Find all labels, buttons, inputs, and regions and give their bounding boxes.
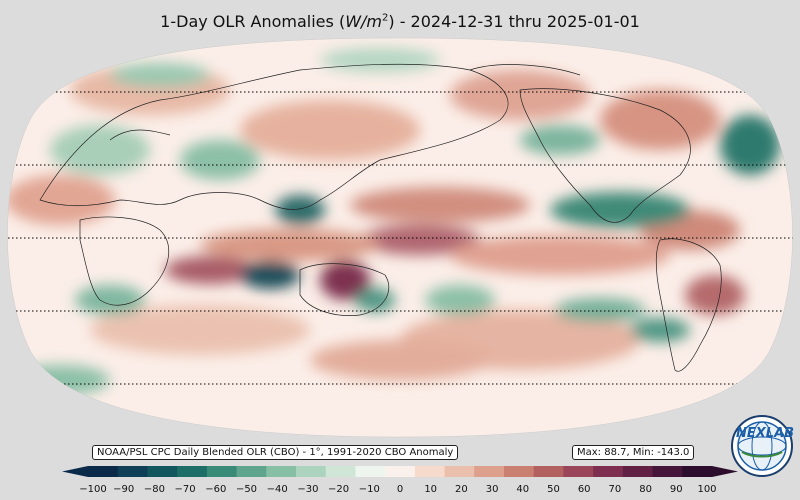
max-min-stats-label: Max: 88.7, Min: -143.0 — [572, 445, 695, 460]
colorbar-segment — [414, 466, 446, 477]
colorbar-tick-label: −70 — [174, 484, 196, 495]
colorbar-segment — [266, 466, 297, 477]
latitude-lines — [7, 91, 793, 385]
colorbar-tick-label: 30 — [485, 484, 499, 495]
map-title: 1-Day OLR Anomalies (W/m2) - 2024-12-31 … — [160, 12, 640, 31]
colorbar-tick-label: 20 — [455, 484, 468, 495]
colorbar-segment — [325, 466, 356, 477]
colorbar-tick-label: 50 — [547, 484, 560, 495]
colorbar-tick-label: 70 — [608, 484, 622, 495]
colorbar-left-extend — [62, 466, 88, 477]
colorbar-segment — [504, 466, 535, 477]
colorbar-segment — [385, 466, 416, 477]
colorbar-segment — [444, 466, 475, 477]
colorbar — [62, 466, 738, 477]
colorbar-segment — [88, 466, 119, 477]
colorbar-segment — [117, 466, 148, 477]
colorbar-segment — [622, 466, 654, 477]
colorbar-tick-label: 90 — [669, 484, 683, 495]
coastlines — [39, 63, 722, 372]
colorbar-segment — [563, 466, 594, 477]
colorbar-segment — [682, 466, 713, 477]
colorbar-segment — [652, 466, 683, 477]
colorbar-segment — [474, 466, 505, 477]
colorbar-segment — [355, 466, 386, 477]
logo-text: NEXLAB — [736, 426, 795, 441]
colorbar-tick-label: 60 — [577, 484, 591, 495]
colorbar-segment — [206, 466, 238, 477]
colorbar-tick-label: −30 — [297, 484, 319, 495]
colorbar-tick-label: 0 — [396, 484, 404, 495]
colorbar-segment — [147, 466, 178, 477]
colorbar-right-extend — [712, 466, 738, 477]
colorbar-tick-label: −60 — [205, 484, 227, 495]
colorbar-tick-label: −100 — [79, 484, 107, 495]
globe-logo-icon — [731, 415, 793, 477]
data-source-label: NOAA/PSL CPC Daily Blended OLR (CBO) - 1… — [92, 445, 459, 460]
colorbar-segment — [236, 466, 267, 477]
colorbar-tick-label: 80 — [639, 484, 652, 495]
colorbar-tick-label: 100 — [697, 484, 717, 495]
colorbar-tick-label: 40 — [516, 484, 530, 495]
colorbar-tick-label: −40 — [266, 484, 288, 495]
colorbar-tick-label: 10 — [424, 484, 438, 495]
anomaly-field — [7, 48, 780, 395]
colorbar-tick-label: −10 — [358, 484, 380, 495]
colorbar-segment — [177, 466, 208, 477]
colorbar-segment — [533, 466, 564, 477]
colorbar-tick-label: −80 — [143, 484, 165, 495]
colorbar-segment — [593, 466, 624, 477]
colorbar-tick-label: −20 — [328, 484, 350, 495]
colorbar-segment — [296, 466, 327, 477]
colorbar-tick-label: −90 — [113, 484, 135, 495]
colorbar-tick-label: −50 — [235, 484, 258, 495]
